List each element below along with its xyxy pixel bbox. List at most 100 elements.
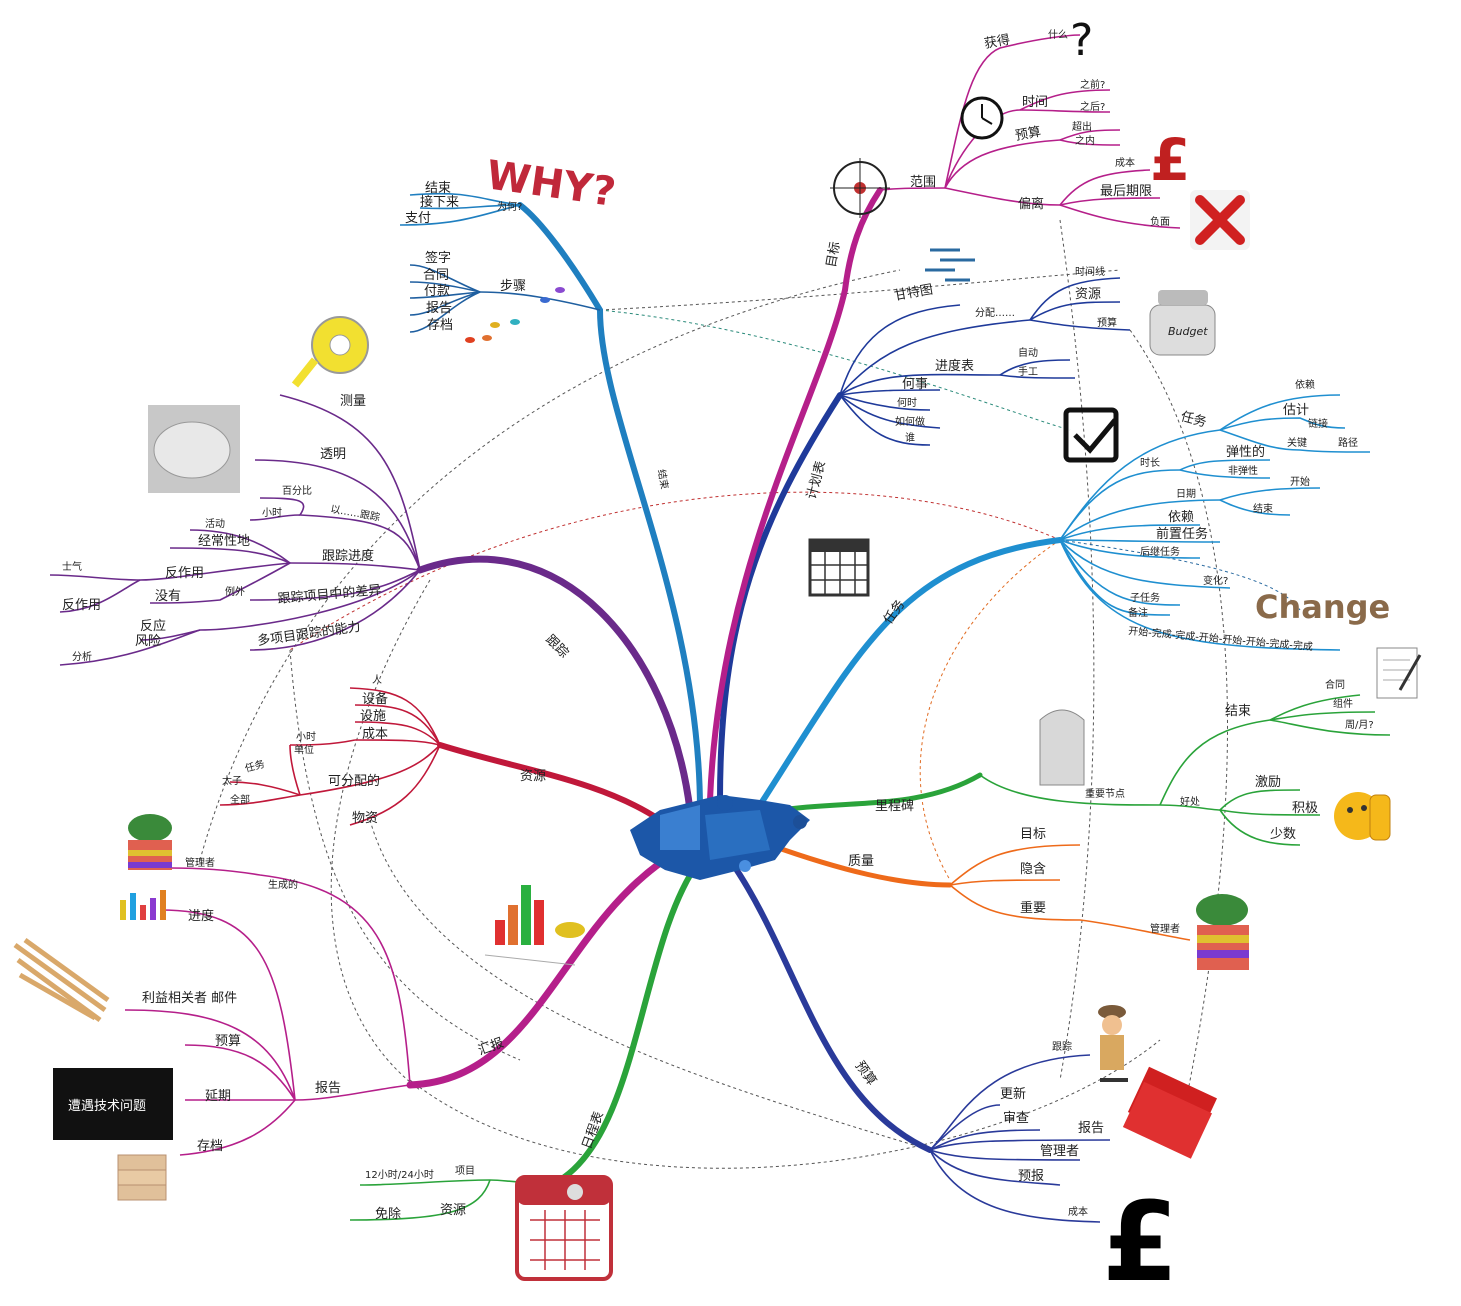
cross-link — [289, 491, 1061, 651]
item-label: 接下来 — [420, 194, 459, 210]
item-label: 存档 — [427, 318, 453, 333]
item-label: 何时 — [897, 396, 917, 409]
item-label: 更新 — [1000, 1086, 1026, 1102]
item-label: 管理者 — [185, 856, 215, 869]
branch-budget — [727, 857, 933, 1153]
item-label: 分析 — [72, 650, 92, 663]
item-label: 反作用 — [165, 566, 204, 581]
detective-icon — [1098, 1005, 1128, 1082]
cross-link — [1129, 329, 1228, 1131]
item-label: 任务 — [1179, 408, 1208, 430]
item-label: 开始 — [1290, 475, 1310, 488]
branch-resources-label: 资源 — [520, 769, 546, 784]
item-label: 后继任务 — [1140, 545, 1180, 558]
item-label: 重要 — [1020, 900, 1046, 916]
item-label: 预算 — [1097, 316, 1117, 329]
branch-why-label: 为何? — [497, 200, 522, 213]
branch-milestone — [777, 772, 983, 813]
pound-sign-icon: £ — [1102, 1178, 1179, 1306]
item-label: 支付 — [405, 211, 431, 226]
item-label: 之后? — [1080, 100, 1105, 113]
item-label: 隐含 — [1020, 861, 1046, 877]
item-label: 报告 — [315, 1081, 341, 1096]
milestone-stone-icon — [1039, 709, 1085, 786]
item-label: 非弹性 — [1228, 464, 1258, 477]
item-label: 跟踪进度 — [322, 548, 374, 564]
dark-note: 遭遇技术问题 — [53, 1068, 173, 1140]
item-label: 组件 — [1333, 697, 1353, 710]
item-label: 时间 — [1022, 95, 1048, 110]
item-label: 目标 — [1020, 827, 1046, 842]
item-label: 反作用 — [62, 598, 101, 613]
item-label: 预报 — [1018, 1169, 1044, 1184]
item-label: 结束 — [1225, 704, 1251, 719]
item-label: 范围 — [910, 175, 936, 190]
question-mark-icon: ? — [1070, 15, 1093, 66]
cross-link — [599, 269, 1121, 311]
hard-hats-icon-2 — [1196, 894, 1249, 970]
item-label: 估计 — [1283, 403, 1309, 418]
item-label: 结束 — [1253, 502, 1273, 515]
item-label: 成本 — [362, 727, 388, 742]
item-label: 依赖 — [1295, 378, 1315, 391]
item-label: 偏离 — [1018, 196, 1044, 212]
change-text-picture: Change — [1255, 588, 1390, 626]
branch-why-stem-label: 结束 — [655, 468, 671, 490]
item-label: 跟踪项目中的差异 — [277, 582, 382, 607]
plan-items: 甘特图 分配…… 时间线 资源 预算 进度表 自动 手工 何事 何时 如何做 谁 — [893, 265, 1117, 444]
item-label: 小时 — [296, 731, 316, 743]
branch-goal — [707, 187, 883, 803]
3d-chart-icon — [484, 885, 585, 966]
item-label: 可分配的 — [328, 773, 380, 789]
calendar-icon — [515, 1175, 613, 1281]
item-label: 测量 — [340, 394, 366, 409]
branch-schedule — [557, 857, 703, 1183]
item-label: 弹性的 — [1226, 444, 1265, 460]
item-label: 链接 — [1308, 417, 1328, 430]
item-label: 透明 — [320, 447, 346, 462]
item-label: 报告 — [426, 301, 452, 316]
item-label: 小时 — [262, 507, 282, 519]
thumbs-up-icon — [1334, 792, 1391, 841]
item-label: 资源 — [440, 1203, 466, 1218]
clock-icon — [960, 96, 1004, 140]
sub-branches — [49, 34, 1391, 1223]
item-label: 路径 — [1338, 436, 1358, 449]
cross-links — [199, 219, 1301, 1169]
item-label: 存档 — [197, 1139, 223, 1154]
item-label: 跟踪 — [1052, 1040, 1072, 1053]
branch-track-label: 跟踪 — [542, 632, 571, 661]
item-label: 生成的 — [268, 878, 298, 891]
item-label: 关键 — [1287, 436, 1307, 449]
branch-budget-label: 预算 — [852, 1059, 879, 1089]
branch-steps-label: 步骤 — [500, 279, 526, 294]
why-items: 结束 接下来 支付 — [405, 181, 459, 226]
budget-items: 跟踪 更新 审查 报告 管理者 预报 成本 — [1000, 1040, 1104, 1218]
cross-link — [199, 269, 901, 861]
branch-tasks — [757, 537, 1063, 808]
item-label: 12小时/24小时 — [365, 1169, 434, 1181]
item-label: 时间线 — [1075, 265, 1105, 278]
gantt-icon — [925, 248, 975, 282]
schedule-items: 项目 12小时/24小时 资源 免除 — [365, 1165, 475, 1222]
budget-jar-icon: Budget — [1149, 290, 1216, 356]
red-x-icon — [1190, 190, 1250, 250]
bar-chart-icon — [120, 890, 166, 920]
branch-quality-label: 质量 — [848, 854, 874, 869]
item-label: 日期 — [1176, 488, 1196, 500]
item-label: 合同 — [423, 268, 449, 283]
branch-resources — [437, 742, 663, 823]
item-label: 人 — [372, 674, 382, 686]
item-label: 时长 — [1140, 457, 1160, 469]
item-label: 签字 — [425, 250, 451, 266]
item-label: 如何做 — [895, 415, 925, 428]
item-label: 成本 — [1068, 1205, 1088, 1218]
item-label: 谁 — [905, 432, 915, 444]
item-label: 进度 — [188, 908, 214, 924]
item-label: 预算 — [1014, 125, 1042, 144]
hard-hats-icon — [128, 814, 172, 870]
footsteps-icon — [465, 287, 565, 343]
tape-measure-icon — [291, 316, 369, 388]
item-label: 合同 — [1325, 678, 1345, 691]
branch-plan-label: 计划表 — [804, 459, 829, 501]
